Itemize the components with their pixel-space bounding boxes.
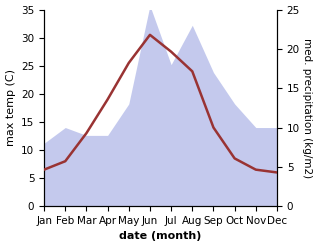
X-axis label: date (month): date (month) [119, 231, 202, 242]
Y-axis label: max temp (C): max temp (C) [5, 69, 16, 146]
Y-axis label: med. precipitation (kg/m2): med. precipitation (kg/m2) [302, 38, 313, 178]
